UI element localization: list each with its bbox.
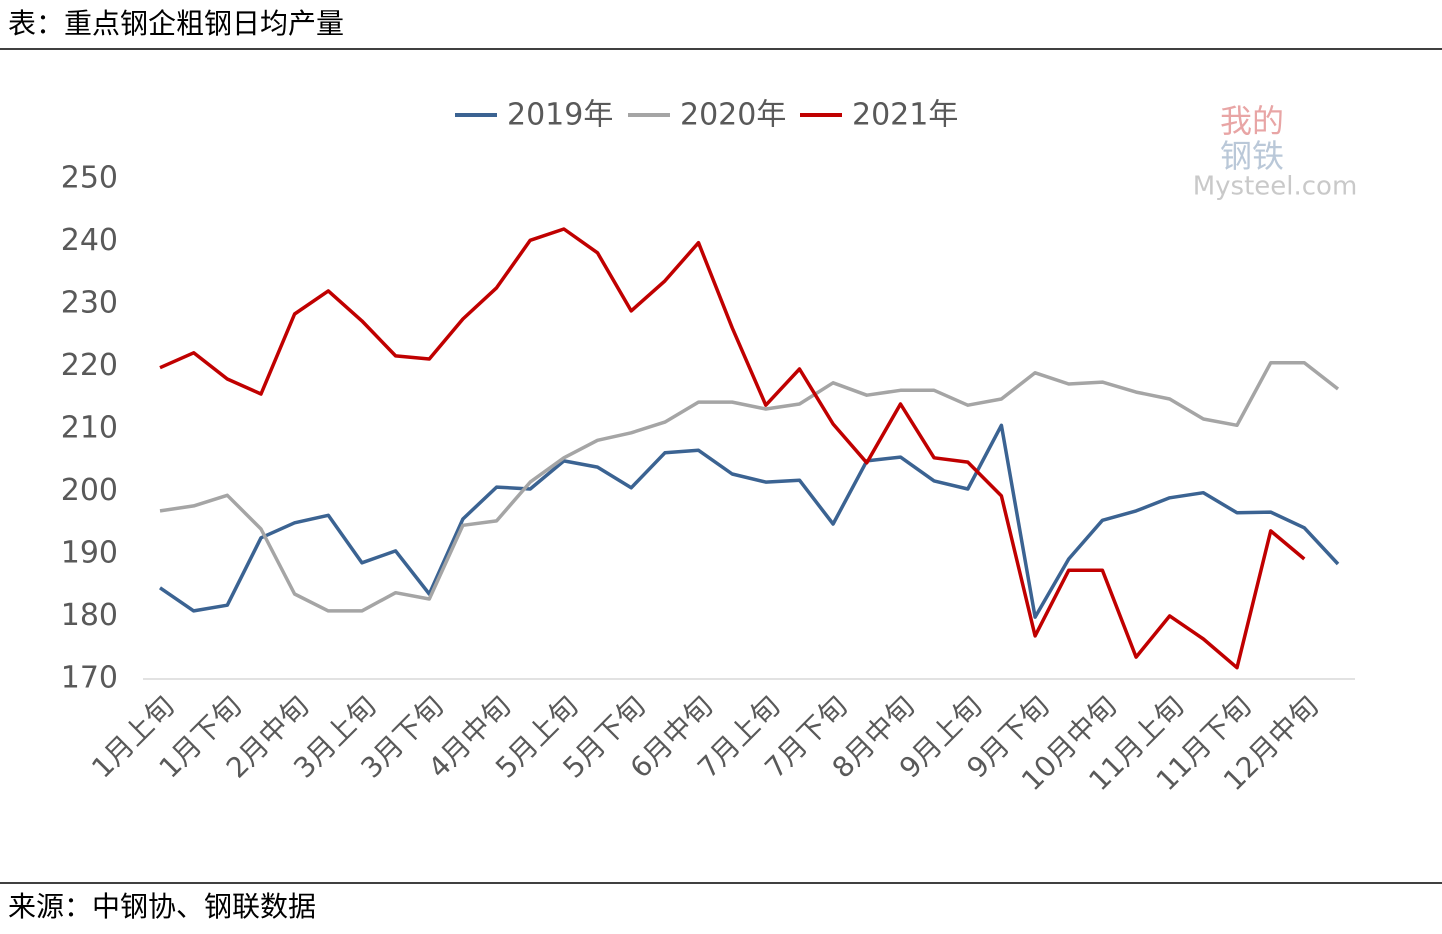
chart-title: 表：重点钢企粗钢日均产量 [8, 7, 344, 40]
legend-label: 2021年 [852, 98, 958, 133]
series-line [159, 227, 1306, 670]
watermark: 我的 钢铁 Mysteel.com [1193, 102, 1358, 202]
legend-label: 2019年 [507, 98, 613, 133]
series-line [159, 361, 1340, 613]
y-tick-label: 230 [61, 286, 118, 321]
watermark-text: 我的 [1220, 102, 1284, 140]
legend-label: 2020年 [680, 98, 786, 133]
y-tick-label: 180 [61, 598, 118, 633]
y-tick-label: 200 [61, 473, 118, 508]
source-note: 来源：中钢协、钢联数据 [8, 890, 316, 923]
watermark-text: Mysteel.com [1193, 172, 1358, 202]
y-tick-label: 190 [61, 536, 118, 571]
y-tick-label: 170 [61, 661, 118, 696]
y-tick-label: 220 [61, 348, 118, 383]
series-line [159, 423, 1340, 619]
y-tick-label: 210 [61, 411, 118, 446]
y-tick-label: 240 [61, 223, 118, 258]
y-tick-label: 250 [61, 161, 118, 196]
watermark-text: 钢铁 [1220, 137, 1284, 175]
